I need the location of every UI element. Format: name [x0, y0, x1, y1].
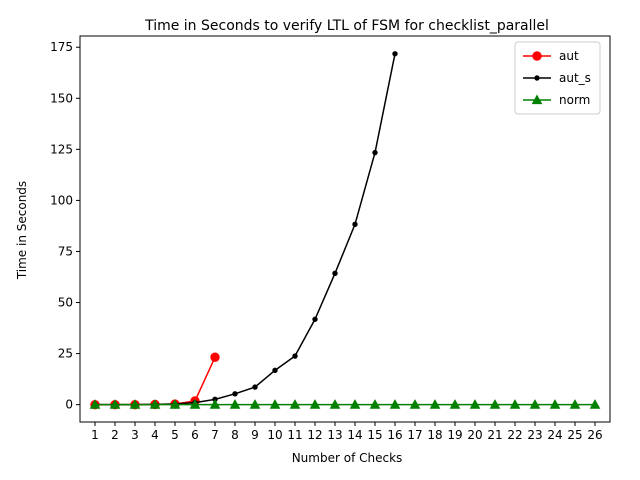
legend-label-aut: aut — [559, 49, 579, 63]
x-tick-label: 6 — [191, 428, 199, 442]
y-tick-label: 150 — [50, 91, 73, 105]
legend-marker-aut_s — [534, 75, 540, 81]
x-tick-label: 17 — [407, 428, 422, 442]
data-point-aut_s — [372, 149, 378, 156]
data-point-aut_s — [352, 221, 358, 228]
legend-label-norm: norm — [559, 93, 590, 107]
data-point-norm — [509, 399, 521, 409]
data-point-norm — [489, 399, 501, 409]
x-tick-label: 25 — [567, 428, 582, 442]
legend-marker-norm — [531, 94, 543, 105]
x-tick-label: 20 — [467, 428, 482, 442]
data-point-norm — [109, 399, 121, 409]
data-point-norm — [549, 399, 561, 409]
x-tick-label: 5 — [171, 428, 179, 442]
data-point-aut_s — [272, 367, 278, 374]
chart-title: Time in Seconds to verify LTL of FSM for… — [144, 18, 549, 34]
data-point-norm — [229, 399, 241, 409]
x-tick-label: 14 — [347, 428, 362, 442]
data-point-norm — [469, 399, 481, 409]
y-tick-label: 100 — [50, 193, 73, 207]
data-point-norm — [569, 399, 581, 409]
data-point-norm — [189, 399, 201, 409]
y-tick-label: 75 — [58, 244, 73, 258]
x-tick-label: 24 — [547, 428, 562, 442]
data-point-norm — [329, 399, 341, 409]
data-point-norm — [209, 399, 221, 409]
data-point-aut — [210, 352, 220, 362]
y-tick-label: 0 — [65, 398, 73, 412]
data-point-norm — [529, 399, 541, 409]
data-point-norm — [409, 399, 421, 409]
data-point-norm — [269, 399, 281, 409]
x-tick-label: 12 — [307, 428, 322, 442]
legend-marker-aut — [532, 51, 542, 61]
data-point-norm — [169, 399, 181, 409]
x-tick-label: 18 — [427, 428, 442, 442]
data-point-aut_s — [392, 51, 398, 57]
data-point-norm — [389, 399, 401, 409]
plot-frame — [79, 35, 611, 423]
x-axis-label: Number of Checks — [292, 451, 403, 465]
series-line-aut_s — [95, 53, 396, 406]
y-axis-label: Time in Seconds — [15, 181, 29, 280]
y-tick-label: 125 — [50, 142, 73, 156]
x-tick-label: 7 — [211, 428, 219, 442]
data-point-norm — [129, 399, 141, 409]
x-tick-label: 8 — [231, 428, 239, 442]
x-tick-label: 1 — [91, 428, 99, 442]
data-point-norm — [149, 399, 161, 409]
x-tick-label: 22 — [507, 428, 522, 442]
x-tick-label: 26 — [587, 428, 602, 442]
x-tick-label: 21 — [487, 428, 502, 442]
data-point-aut_s — [332, 270, 338, 277]
x-tick-label: 11 — [287, 428, 302, 442]
x-tick-label: 23 — [527, 428, 542, 442]
x-tick-label: 4 — [151, 428, 159, 442]
data-point-norm — [589, 399, 601, 409]
data-point-aut_s — [292, 353, 298, 359]
x-tick-label: 13 — [327, 428, 342, 442]
x-tick-label: 19 — [447, 428, 462, 442]
data-point-norm — [309, 399, 321, 409]
data-point-norm — [289, 399, 301, 409]
x-tick-label: 16 — [387, 428, 402, 442]
data-point-norm — [249, 399, 261, 409]
data-point-aut_s — [252, 384, 258, 390]
data-point-norm — [349, 399, 361, 409]
data-point-norm — [429, 399, 441, 409]
data-point-norm — [89, 399, 101, 409]
x-tick-label: 9 — [251, 428, 259, 442]
data-point-aut_s — [312, 316, 318, 322]
x-tick-label: 10 — [267, 428, 282, 442]
data-point-norm — [369, 399, 381, 409]
x-tick-label: 2 — [111, 428, 119, 442]
plot-area: 1 2 3 4 5 6 7 8 9 10 11 12 13 14 15 16 17 18 19 20 21 22 23 24 2… — [50, 35, 611, 442]
y-tick-label: 25 — [58, 347, 73, 361]
legend-label-aut_s: aut_s — [559, 71, 591, 85]
x-tick-label: 15 — [367, 428, 382, 442]
y-tick-label: 50 — [58, 296, 73, 310]
x-tick-label: 3 — [131, 428, 139, 442]
y-tick-label: 175 — [50, 40, 73, 54]
data-point-aut_s — [232, 391, 238, 397]
data-point-norm — [449, 399, 461, 409]
